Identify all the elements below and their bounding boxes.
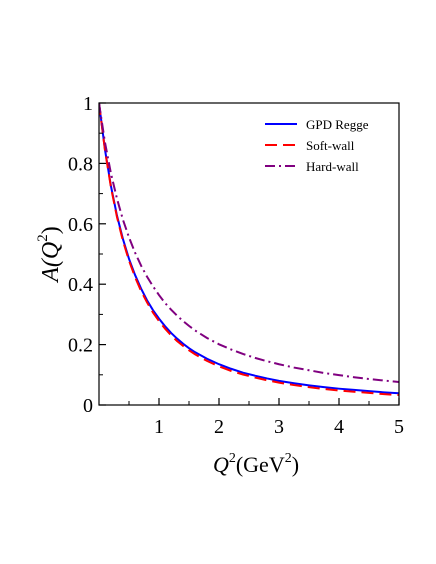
y-tick-label: 0.4	[68, 274, 93, 296]
y-tick-label: 0.2	[68, 335, 93, 357]
y-tick-label: 0	[83, 395, 93, 417]
x-tick-label: 4	[334, 416, 344, 438]
series-line-soft-wall	[99, 103, 399, 397]
x-tick-label: 2	[214, 416, 224, 438]
x-tick-label: 3	[274, 416, 284, 438]
y-tick-label: 0.8	[68, 153, 93, 175]
legend-label: Soft-wall	[306, 138, 355, 153]
legend-label: Hard-wall	[306, 159, 359, 174]
x-tick-label: 5	[394, 416, 404, 438]
y-tick-label: 0.6	[68, 214, 93, 236]
legend: GPD Regge Soft-wall Hard-wall	[265, 117, 369, 174]
x-axis-label: Q2(GeV2)	[213, 451, 299, 477]
x-tick-label: 1	[154, 416, 164, 438]
y-tick-label: 1	[83, 93, 93, 115]
series-line-hard-wall	[99, 103, 399, 384]
legend-label: GPD Regge	[306, 117, 369, 132]
y-axis-label: A(Q2)	[35, 226, 64, 284]
series-line-gpd-regge	[99, 103, 399, 395]
